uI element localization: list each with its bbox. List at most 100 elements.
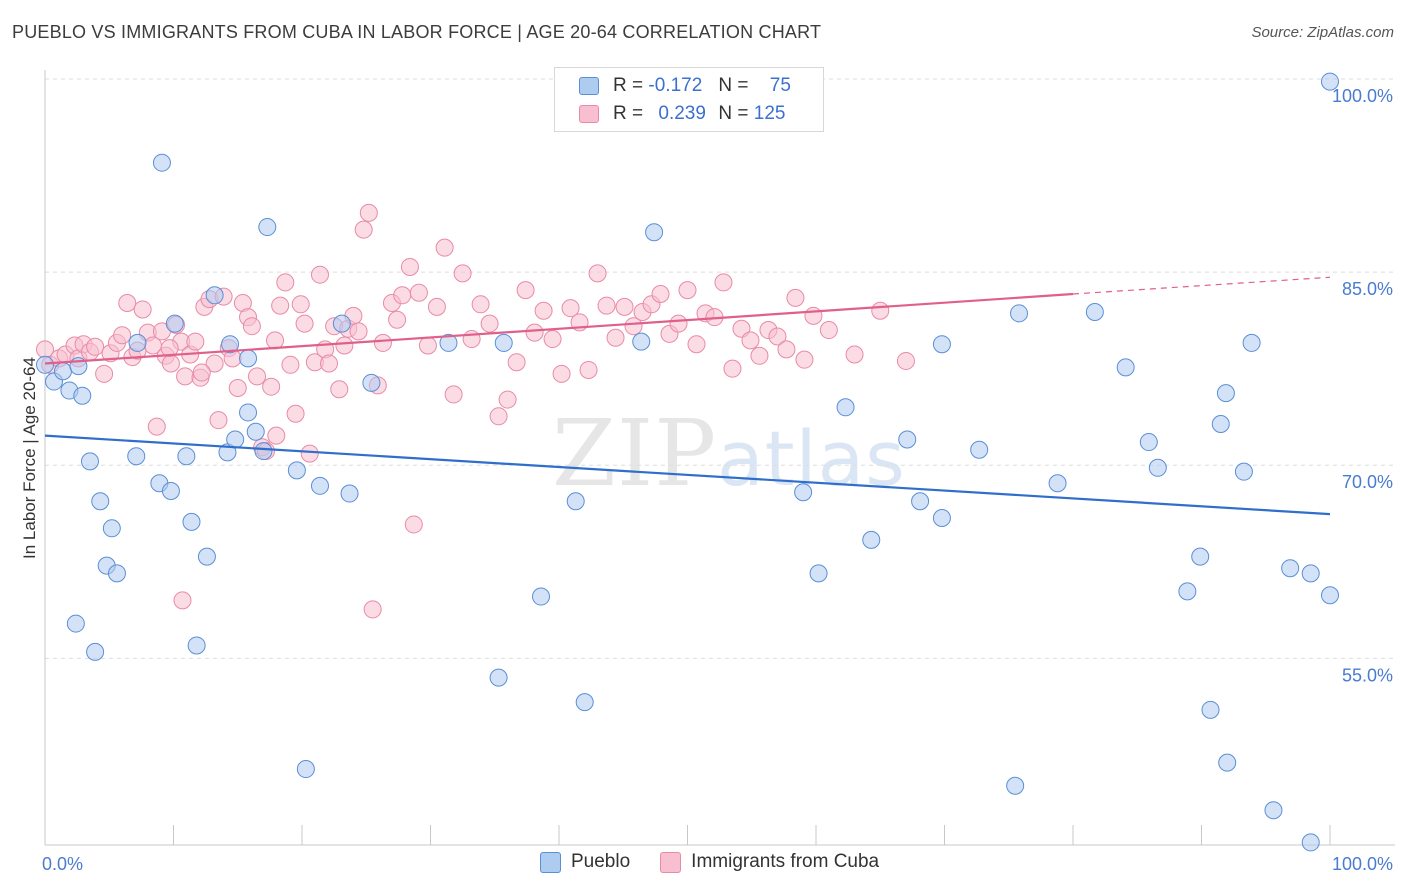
pueblo-point [246, 422, 265, 441]
pueblo-point [165, 314, 184, 333]
cuba-point [435, 238, 454, 257]
pueblo-point [1085, 303, 1104, 322]
cuba-point [86, 337, 105, 356]
pueblo-point [532, 587, 551, 606]
cuba-point [267, 426, 286, 445]
cuba-point [276, 273, 295, 292]
cuba-point [795, 350, 814, 369]
source-label: Source: ZipAtlas.com [1251, 24, 1394, 41]
pueblo-point [645, 223, 664, 242]
cuba-point [480, 314, 499, 333]
pueblo-point [226, 430, 245, 449]
pueblo-point [258, 218, 277, 237]
cuba-point [335, 336, 354, 355]
n-value: 125 [753, 103, 786, 124]
series-cuba-points [36, 203, 915, 619]
cuba-point [404, 515, 423, 534]
pueblo-point [91, 492, 110, 511]
cuba-legend-swatch [660, 851, 682, 873]
pueblo-point [632, 332, 651, 351]
cuba-point [310, 265, 329, 284]
cuba-point [300, 444, 319, 463]
cuba-point [400, 257, 419, 276]
cuba-point [418, 336, 437, 355]
cuba-point [271, 296, 290, 315]
pueblo-point [1178, 582, 1197, 601]
pueblo-point [1010, 304, 1029, 323]
stats-row-pueblo: R = -0.172 N = 75 [579, 74, 791, 98]
pueblo-point [107, 564, 126, 583]
cuba-point [209, 411, 228, 430]
cuba-point [291, 295, 310, 314]
pueblo-point [794, 483, 813, 502]
cuba-point [741, 331, 760, 350]
cuba-point [186, 332, 205, 351]
pueblo-point [239, 349, 258, 368]
cuba-point [471, 295, 490, 314]
cuba-point [242, 317, 261, 336]
cuba-point [507, 353, 526, 372]
cuba-point [373, 333, 392, 352]
pueblo-point [862, 530, 881, 549]
cuba-point [489, 407, 508, 426]
pueblo-point [205, 286, 224, 305]
stats-row-cuba: R = 0.239 N = 125 [579, 102, 785, 126]
cuba-point [349, 322, 368, 341]
cuba-point [896, 351, 915, 370]
series-pueblo-points [36, 72, 1339, 852]
cuba-point [281, 355, 300, 374]
y-tick-label: 70.0% [1342, 472, 1393, 492]
cuba-point [777, 340, 796, 359]
grid-lines [45, 78, 1395, 659]
cuba-point [606, 328, 625, 347]
watermark: ZIPatlas [552, 400, 906, 507]
cuba-point [588, 264, 607, 283]
pueblo-point [152, 153, 171, 172]
pueblo-point [1048, 474, 1067, 493]
pueblo-point [1321, 586, 1339, 605]
pueblo-point [128, 333, 147, 352]
pueblo-point [177, 447, 196, 466]
cuba-point [498, 390, 517, 409]
pueblo-point [1281, 559, 1300, 578]
cuba-point [363, 600, 382, 619]
pueblo-point [1234, 462, 1253, 481]
pueblo-point [86, 642, 105, 661]
cuba-point [444, 385, 463, 404]
pueblo-point [809, 564, 828, 583]
cuba-point [118, 294, 137, 313]
cuba-point [248, 367, 267, 386]
pueblo-point [340, 484, 359, 503]
watermark-zip: ZIP [552, 400, 718, 507]
cuba-point [228, 378, 247, 397]
pueblo-point [197, 547, 216, 566]
cuba-point [871, 301, 890, 320]
pueblo-point [127, 447, 146, 466]
pueblo-point [80, 452, 99, 471]
cuba-point [427, 297, 446, 316]
pueblo-point [1006, 776, 1025, 795]
cuba-point [687, 335, 706, 354]
cuba-point [750, 346, 769, 365]
cuba-trend-extension [1072, 276, 1331, 295]
cuba-point [516, 281, 535, 300]
pueblo-point [970, 440, 989, 459]
pueblo-point [836, 398, 855, 417]
cuba-point [95, 364, 114, 383]
pueblo-point [296, 760, 315, 779]
cuba-point [678, 281, 697, 300]
cuba-point [552, 364, 571, 383]
cuba-point [561, 299, 580, 318]
r-value: -0.172 [648, 75, 703, 96]
pueblo-point [1116, 358, 1135, 377]
pueblo-point [489, 668, 508, 687]
pueblo-point [1139, 433, 1158, 452]
pueblo-point [254, 442, 273, 461]
pueblo-point [36, 355, 54, 374]
r-label: R = [613, 103, 644, 124]
pueblo-point [932, 509, 951, 528]
pueblo-point [1201, 700, 1220, 719]
pueblo-point [332, 314, 351, 333]
cuba-point [393, 286, 412, 305]
